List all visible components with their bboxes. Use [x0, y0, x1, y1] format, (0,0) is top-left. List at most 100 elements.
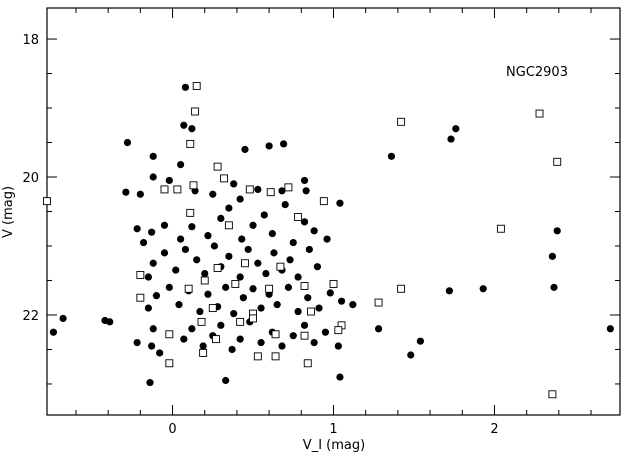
open-square-point: [165, 330, 174, 339]
filled-circle-point: [238, 235, 246, 243]
filled-circle-point: [300, 218, 309, 226]
filled-circle-point: [193, 256, 201, 264]
open-square-point: [173, 185, 182, 194]
filled-circle-point: [172, 266, 180, 274]
filled-circle-point: [278, 187, 286, 195]
filled-circle-point: [407, 351, 415, 359]
filled-circle-point: [321, 328, 330, 336]
filled-circle-point: [281, 201, 289, 209]
filled-circle-point: [337, 297, 346, 305]
filled-circle-point: [136, 190, 144, 198]
filled-circle-point: [241, 145, 249, 154]
filled-circle-point: [176, 160, 185, 169]
open-square-point: [212, 335, 220, 344]
y-axis-label: V (mag): [1, 186, 16, 238]
open-square-point: [294, 213, 303, 221]
filled-circle-point: [260, 211, 268, 219]
tick-marks: [47, 8, 620, 415]
y-tick-label: 18: [22, 33, 39, 48]
filled-circle-point: [278, 342, 286, 350]
filled-circle-point: [286, 256, 294, 264]
open-square-point: [213, 264, 222, 273]
filled-circle-point: [123, 138, 132, 147]
open-square-point: [43, 197, 51, 206]
open-square-point: [307, 307, 315, 316]
filled-circle-point: [313, 263, 322, 271]
open-square-point: [197, 317, 206, 326]
filled-circle-point: [106, 318, 114, 326]
filled-circle-point: [225, 204, 233, 212]
filled-circle-point: [249, 221, 257, 229]
filled-circle-point: [548, 252, 556, 260]
open-square-point: [189, 181, 198, 190]
filled-circle-point: [268, 229, 276, 238]
filled-circle-point: [284, 283, 293, 291]
filled-circle-point: [148, 228, 156, 236]
filled-circle-point: [294, 273, 302, 281]
open-square-point: [199, 348, 208, 357]
filled-circle-point: [323, 235, 331, 243]
filled-circle-point: [156, 349, 164, 357]
filled-circle-point: [300, 321, 309, 329]
open-square-point: [136, 271, 145, 279]
filled-circle-point: [199, 342, 207, 350]
filled-circle-point: [265, 142, 273, 150]
filled-circle-point: [181, 245, 190, 254]
filled-circle-point: [181, 83, 190, 91]
open-square-point: [334, 326, 343, 335]
filled-circle-point: [230, 309, 238, 318]
filled-circle-point: [445, 287, 453, 295]
open-square-point: [300, 331, 309, 340]
filled-circle-point: [606, 325, 614, 333]
open-square-point: [184, 284, 193, 293]
filled-circle-point: [334, 342, 342, 350]
y-tick-label: 20: [22, 171, 39, 186]
filled-circle-point: [236, 195, 244, 203]
filled-circle-point: [188, 125, 196, 133]
open-square-point: [319, 197, 328, 206]
filled-circle-point: [217, 321, 225, 329]
filled-circle-point: [180, 335, 188, 343]
filled-circle-point: [175, 301, 183, 309]
filled-circle-point: [326, 289, 334, 297]
open-square-point: [266, 188, 275, 197]
filled-circle-point: [257, 338, 265, 347]
filled-circle-point: [59, 314, 67, 323]
filled-circle-point: [254, 259, 262, 267]
filled-circle-point: [144, 304, 153, 312]
filled-circle-point: [254, 185, 262, 194]
open-square-point: [300, 282, 309, 290]
filled-circle-point: [262, 269, 270, 278]
open-square-point: [535, 109, 544, 118]
filled-circle-point: [144, 273, 153, 281]
open-square-point: [245, 185, 254, 194]
open-square-point: [165, 359, 174, 368]
filled-circle-point: [553, 227, 561, 235]
open-square-point: [191, 107, 200, 116]
filled-circle-point: [270, 249, 278, 257]
open-square-point: [374, 298, 383, 307]
open-square-point: [231, 279, 240, 288]
open-square-point: [192, 82, 201, 90]
filled-circle-point: [230, 180, 238, 188]
filled-circle-point: [196, 307, 204, 316]
filled-circle-point: [305, 245, 313, 254]
filled-circle-point: [315, 304, 323, 312]
open-square-point: [213, 162, 222, 171]
open-square-point: [271, 330, 280, 339]
open-square-point: [136, 293, 145, 302]
filled-circle-point: [209, 190, 217, 198]
open-square-point: [553, 157, 562, 166]
filled-circle-point: [249, 285, 257, 293]
filled-circle-point: [217, 214, 225, 222]
filled-circle-point: [210, 242, 218, 250]
filled-circle-point: [300, 176, 309, 185]
open-square-point: [253, 352, 262, 361]
open-square-point: [200, 276, 209, 285]
open-square-point: [220, 174, 229, 183]
open-square-point: [548, 390, 557, 399]
filled-circle-point: [188, 223, 196, 231]
x-tick-label: 1: [329, 422, 337, 437]
filled-circle-point: [273, 301, 281, 309]
open-square-point: [265, 284, 274, 293]
